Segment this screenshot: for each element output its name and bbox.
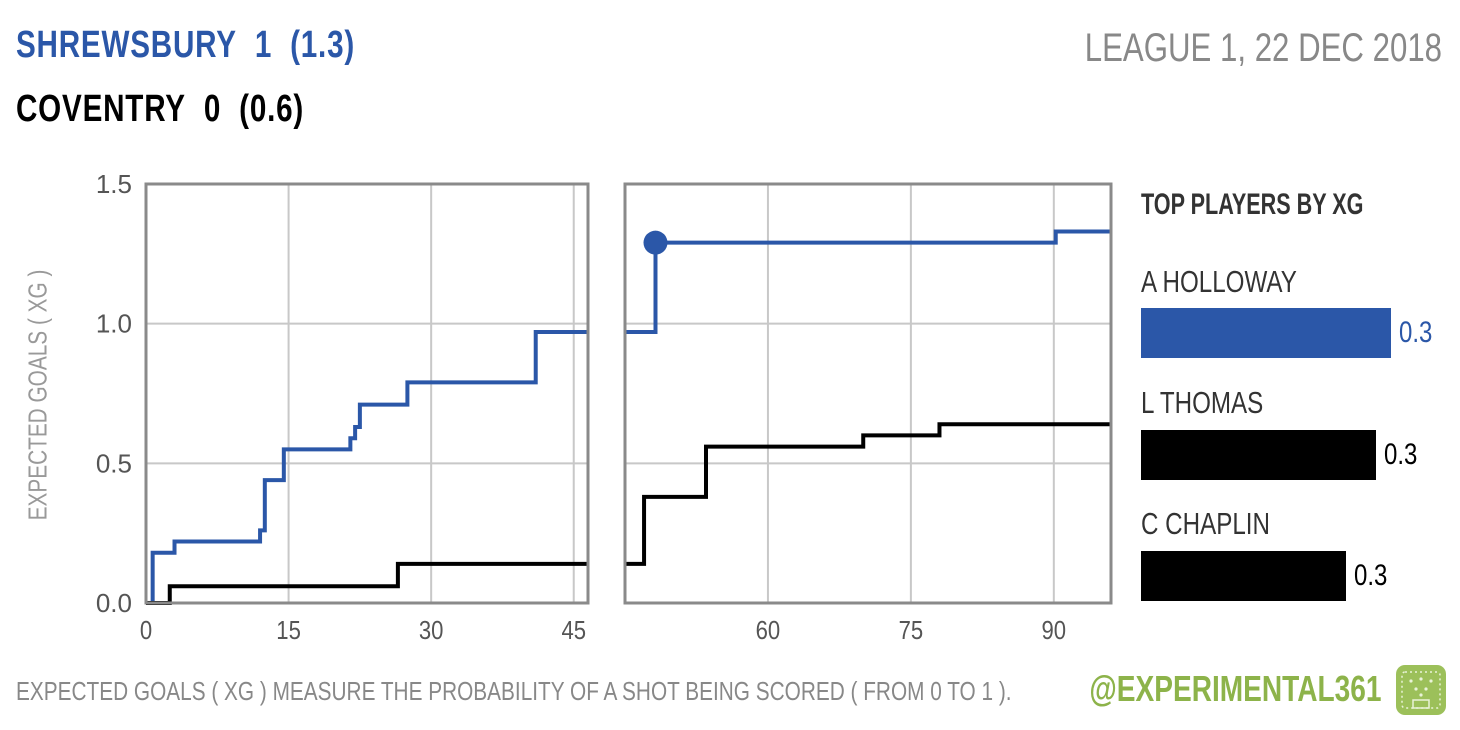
- home-goals: 1: [254, 24, 273, 66]
- footnote: EXPECTED GOALS ( XG ) MEASURE THE PROBAB…: [16, 676, 1012, 706]
- series-line-shrewsbury: [146, 330, 588, 605]
- x-tick-label: 45: [561, 616, 586, 645]
- y-tick-label: 0.0: [96, 588, 132, 618]
- panel-frame: [623, 182, 1113, 605]
- twitter-handle[interactable]: @EXPERIMENTAL361: [1089, 668, 1382, 709]
- player-value-1: 0.3: [1399, 316, 1433, 349]
- player-name-2: L THOMAS: [1141, 385, 1264, 420]
- match-info: LEAGUE 1, 22 DEC 2018: [1084, 26, 1442, 70]
- series-line-coventry: [146, 561, 588, 605]
- pitch-logo-icon: [1396, 665, 1446, 715]
- xg-timeline-chart: 0 15 30 45 60 75 90 0.0 0.5 1.0 1.5: [96, 169, 1113, 645]
- panel-frame: [144, 182, 590, 605]
- player-name-1: A HOLLOWAY: [1141, 264, 1297, 299]
- series-line-shrewsbury: [625, 229, 1111, 335]
- away-xg: (0.6): [239, 88, 305, 130]
- away-team-line: COVENTRY 0 (0.6): [16, 88, 304, 131]
- player-bar-3: [1141, 551, 1346, 601]
- x-tick-label: 15: [276, 616, 301, 645]
- player-name-3: C CHAPLIN: [1141, 506, 1270, 541]
- x-tick-label: 30: [419, 616, 444, 645]
- player-value-3: 0.3: [1354, 559, 1388, 592]
- home-team-line: SHREWSBURY 1 (1.3): [16, 24, 355, 67]
- away-team-name: COVENTRY: [16, 88, 186, 130]
- x-tick-label: 60: [756, 616, 781, 645]
- away-goals: 0: [203, 88, 222, 130]
- player-value-2: 0.3: [1384, 438, 1418, 471]
- player-bar-2: [1141, 430, 1376, 480]
- x-tick-label: 90: [1042, 616, 1067, 645]
- y-tick-label: 1.0: [96, 309, 132, 339]
- y-tick-label: 1.5: [96, 169, 132, 199]
- player-bar-1: [1141, 308, 1391, 358]
- series-line-coventry: [625, 422, 1111, 566]
- home-xg: (1.3): [290, 24, 355, 66]
- y-tick-label: 0.5: [96, 448, 132, 478]
- home-team-name: SHREWSBURY: [16, 24, 237, 66]
- x-tick-label: 0: [140, 616, 152, 645]
- x-tick-label: 75: [899, 616, 924, 645]
- top-players-title: TOP PLAYERS BY XG: [1141, 188, 1364, 221]
- goal-marker: [643, 230, 668, 255]
